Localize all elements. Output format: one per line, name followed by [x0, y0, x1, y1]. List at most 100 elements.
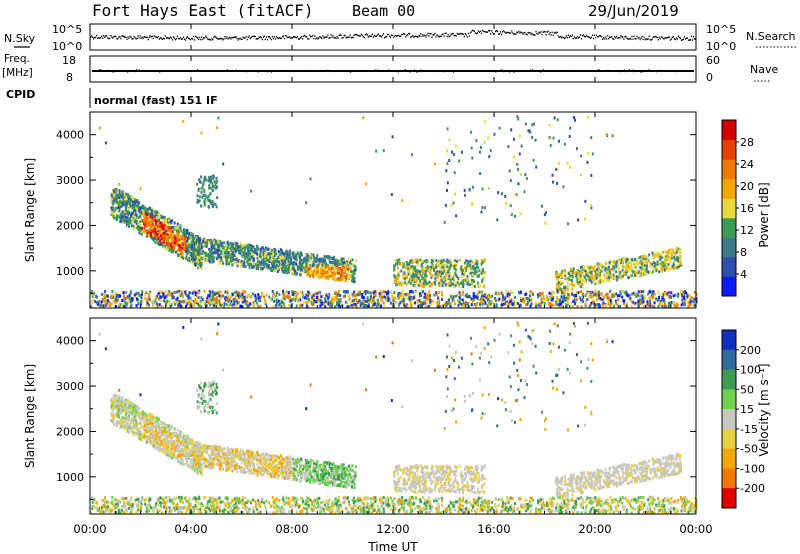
power-cell [643, 264, 646, 268]
power-cell [282, 259, 285, 263]
power-cell [181, 252, 184, 256]
nsky-point [207, 38, 209, 40]
nsky-point [436, 34, 438, 36]
nsky-point [656, 36, 658, 39]
power-cell [196, 182, 199, 186]
power-cell [175, 301, 178, 305]
power-cell [181, 247, 184, 251]
power-cell [360, 301, 363, 305]
power-cell [185, 248, 188, 252]
freq-point [107, 70, 109, 72]
power-cell [180, 241, 183, 245]
freq-point [305, 69, 307, 71]
nsky-point [134, 36, 136, 39]
power-cell [190, 245, 193, 249]
power-cell [163, 223, 166, 227]
nsky-point [613, 38, 615, 40]
power-cell [594, 277, 597, 281]
nsky-point [157, 36, 159, 38]
nsky-point [242, 36, 244, 39]
power-cell [254, 248, 257, 252]
power-cell [415, 260, 418, 264]
power-cell [374, 291, 377, 295]
power-cell [471, 260, 474, 264]
nsky-point [591, 34, 594, 36]
power-cell [194, 250, 197, 254]
power-cell [263, 260, 266, 264]
power-cell [309, 292, 312, 296]
power-cell [474, 266, 477, 270]
nsky-point [513, 33, 515, 35]
nsky-point [322, 35, 324, 37]
power-cell [408, 297, 411, 301]
power-cell [425, 260, 428, 264]
power-cell [374, 289, 377, 293]
power-cell [403, 293, 406, 297]
power-cell [149, 231, 152, 235]
nsky-point [164, 35, 166, 37]
power-cell [236, 242, 239, 246]
power-cell [667, 249, 670, 253]
power-cell [320, 295, 323, 299]
power-cell [351, 274, 354, 278]
power-cell [353, 295, 356, 299]
power-cell [178, 246, 181, 250]
nsky-point [478, 31, 481, 33]
power-cell [218, 261, 221, 265]
power-cell [207, 298, 210, 302]
power-cell [335, 262, 338, 266]
power-cell [200, 262, 203, 266]
power-cell [382, 295, 385, 299]
nsky-point [482, 30, 485, 33]
power-cell [510, 298, 513, 302]
power-cell [506, 291, 509, 295]
power-cell [120, 204, 123, 208]
nsky-point [555, 32, 557, 34]
power-cell [137, 209, 140, 213]
power-cell [141, 204, 144, 208]
power-cell [351, 262, 354, 266]
freq-point [226, 69, 228, 71]
power-cell [615, 292, 618, 296]
power-cell [625, 304, 628, 308]
power-cell [637, 294, 640, 298]
power-cell [226, 261, 229, 265]
power-cell [191, 246, 194, 250]
power-cell [235, 257, 238, 261]
power-cell [125, 223, 128, 227]
power-cell [235, 261, 238, 265]
power-cell [423, 259, 426, 263]
nsky-point [634, 37, 636, 40]
power-cell [625, 268, 628, 272]
power-cell [581, 300, 584, 304]
nsky-point [356, 34, 358, 36]
nsky-point [376, 34, 379, 36]
power-cell [161, 305, 164, 309]
power-cell [285, 256, 288, 260]
power-cell [130, 290, 133, 294]
nsky-point [192, 38, 194, 40]
power-cell [156, 216, 159, 220]
power-cell [150, 212, 153, 216]
power-cell [217, 245, 220, 249]
power-cell [556, 285, 559, 289]
nsky-point [530, 33, 532, 36]
power-cell [467, 278, 470, 282]
power-cell [651, 292, 654, 296]
power-cell [471, 297, 474, 301]
power-cell [164, 244, 167, 248]
power-cell [444, 272, 447, 276]
power-cell [148, 295, 151, 299]
nsky-point [434, 32, 436, 35]
power-cell [313, 263, 316, 267]
nsky-point [274, 38, 277, 40]
power-cell [406, 304, 409, 308]
power-cell [611, 259, 614, 263]
power-cell [204, 198, 207, 202]
power-cell [437, 300, 440, 304]
nsky-point [197, 37, 199, 39]
power-cell [133, 200, 136, 204]
nsky-point [514, 33, 516, 35]
power-cell [617, 304, 620, 308]
power-cell [179, 224, 182, 228]
